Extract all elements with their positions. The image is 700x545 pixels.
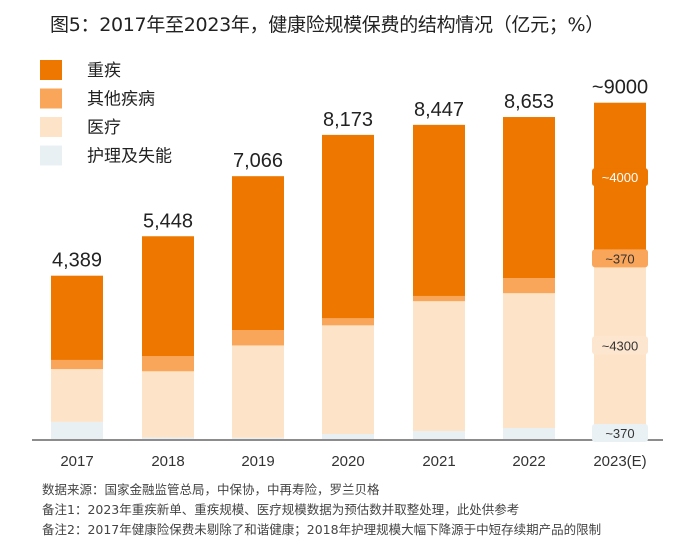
segment-label: ~370 [605,251,634,266]
segment-label: ~4300 [602,338,639,353]
x-tick-label: 2021 [422,453,455,470]
bar-segment [51,421,103,439]
legend-label: 重疾 [87,61,121,81]
bar-segment [232,345,284,438]
note-2: 备注2：2017年健康险保费未剔除了和谐健康；2018年护理规模大幅下降源于中短… [42,522,602,537]
bar-segment [503,428,555,439]
x-tick-label: 2019 [241,453,274,470]
x-tick-label: 2023(E) [593,453,646,470]
x-tick-label: 2018 [151,453,184,470]
bar-segment [503,117,555,279]
total-label: 8,447 [414,99,464,121]
bar-segment [232,176,284,331]
bar-segment [413,124,465,296]
legend-swatch [40,117,62,137]
chart-title: 图5：2017年至2023年，健康险规模保费的结构情况（亿元；%） [50,14,604,36]
bar-segment [322,325,374,434]
bar-segment [232,437,284,439]
bar-segment [322,433,374,439]
total-label: 8,173 [323,109,373,131]
x-tick-label: 2022 [512,453,545,470]
segment-label-box [592,249,648,268]
segment-label-box [592,168,648,187]
bar-segment [51,369,103,422]
bar-segment [142,371,194,438]
legend-label: 护理及失能 [87,147,172,167]
legend-swatch [40,88,62,109]
bar-segment [503,278,555,294]
segment-label-box [592,424,648,442]
total-label: 8,653 [504,91,554,113]
bar-segment [503,293,555,429]
bar-segment [142,236,194,357]
total-label: 5,448 [143,210,193,232]
legend-swatch [40,145,62,166]
bar-segment [413,295,465,302]
legend-label: 医疗 [87,118,121,138]
legend-label: 其他疾病 [87,90,155,110]
segment-label-box [592,336,648,355]
bar-segment [51,359,103,370]
bar-segment [322,134,374,319]
segment-label: ~4000 [602,170,639,185]
bar-segment [322,318,374,326]
source-note: 数据来源：国家金融监管总局，中保协，中再寿险，罗兰贝格 [42,482,380,497]
bar-segment [142,437,194,439]
bar-segment [413,301,465,432]
total-label: 4,389 [52,250,102,272]
bar-segment [232,330,284,346]
x-tick-label: 2020 [331,453,364,470]
bar-segment [142,356,194,372]
legend-swatch [40,60,62,80]
note-1: 备注1：2023年重疾新单、重疾规模、医疗规模数据为预估数并取整处理，此处供参考 [42,502,520,517]
total-label: ~9000 [592,77,648,99]
x-tick-label: 2017 [60,453,93,470]
total-label: 7,066 [233,150,283,172]
bar-segment [413,431,465,439]
notes: 数据来源：国家金融监管总局，中保协，中再寿险，罗兰贝格 备注1：2023年重疾新… [42,480,601,540]
segment-label: ~370 [605,426,634,441]
bar-segment [51,275,103,360]
